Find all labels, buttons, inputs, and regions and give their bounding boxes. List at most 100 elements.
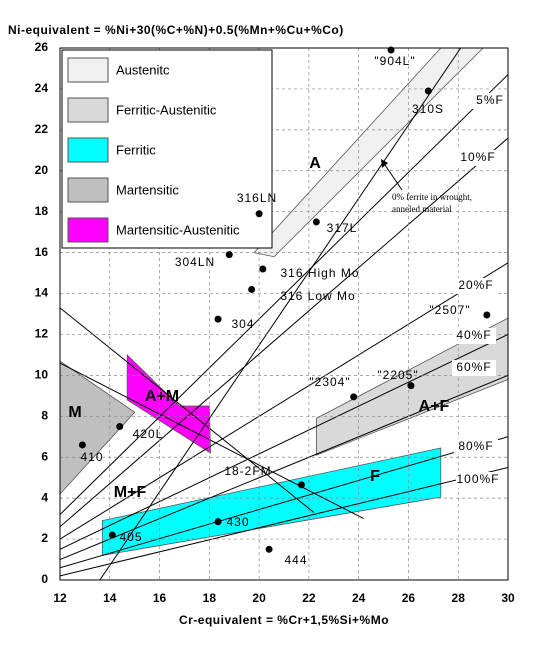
point-label: 18-2FM [224,464,271,478]
ferrite-label: 5%F [476,93,504,107]
data-point [265,545,273,553]
y-tick-label: 4 [41,490,48,504]
phase-label: A [309,155,321,172]
point-label: 430 [226,515,249,529]
point-label: "904L" [374,54,415,68]
point-label: "2507" [429,303,470,317]
data-point [225,251,233,259]
ferrite-line [60,334,508,550]
annotation-arrow [382,161,403,191]
y-tick-label: 26 [35,40,49,54]
x-tick-label: 24 [352,591,366,605]
y-tick-label: 14 [35,286,49,300]
y-tick-label: 22 [35,122,49,136]
x-tick-label: 26 [402,591,416,605]
point-label: "2304" [309,375,350,389]
legend-swatch [67,217,109,243]
arrow-head [381,159,388,168]
point-label: 316LN [237,191,277,205]
annotation: 0% ferrite in wrought, [392,192,472,202]
x-tick-label: 18 [203,591,217,605]
data-point [312,218,320,226]
ferrite-label: 40%F [456,328,491,342]
legend-label: Martensitic [116,182,179,197]
data-point [407,382,415,390]
boundary-line [99,48,462,580]
point-label: 405 [119,530,142,544]
ferrite-line [60,262,508,540]
ferrite-label: 20%F [458,278,493,292]
data-point [248,285,256,293]
y-tick-label: 10 [35,368,49,382]
x-tick-label: 14 [103,591,117,605]
legend-label: Ferritic [116,142,156,157]
legend-label: Martensitic-Austenitic [116,222,240,237]
phase-region [60,360,136,495]
label-bg [456,472,500,488]
ferrite-line [60,436,508,569]
x-tick-label: 12 [53,591,67,605]
ferrite-label: 60%F [456,360,491,374]
data-point [350,393,358,401]
x-tick-label: 22 [302,591,316,605]
phase-label: F [370,468,380,485]
y-tick-label: 16 [35,245,49,259]
label-bg [452,328,496,344]
phase-label: A+M [145,388,179,405]
y-tick-label: 20 [35,163,49,177]
x-axis-title: Cr-equivalent = %Cr+1,5%Si+%Mo [179,613,389,627]
y-tick-label: 2 [41,531,48,545]
data-point [424,87,432,95]
data-point [108,531,116,539]
x-tick-label: 30 [501,591,515,605]
point-label: 410 [80,450,103,464]
data-point [214,315,222,323]
point-label: 316 Low Mo [280,289,355,303]
y-tick-label: 6 [41,449,48,463]
plot-area [60,48,508,580]
legend-swatch [67,137,109,163]
x-tick-label: 20 [252,591,266,605]
point-label: 304LN [175,255,215,269]
label-bg [456,150,500,166]
label-bg [468,93,512,109]
y-axis-title: Ni-equivalent = %Ni+30(%C+%N)+0.5(%Mn+%C… [8,23,344,37]
data-point [255,210,263,218]
y-tick-label: 8 [41,408,48,422]
label-bg [452,360,496,376]
boundary-line [60,362,364,520]
legend-label: Ferritic-Austenitic [116,102,217,117]
phase-label: M+F [114,484,147,501]
point-label: 317L [327,221,358,235]
phase-label: A+F [419,398,450,415]
point-label: 304 [231,317,254,331]
ferrite-line [60,466,508,577]
y-tick-label: 24 [35,81,49,95]
annotation: anneled material [392,204,452,214]
point-label: 420L [133,427,164,441]
ferrite-label: 80%F [458,439,493,453]
x-tick-label: 28 [452,591,466,605]
data-point [214,518,222,526]
ferrite-label: 10%F [460,150,495,164]
data-point [483,311,491,319]
point-label: "2205" [377,368,418,382]
data-point [297,481,305,489]
legend-swatch [67,97,109,123]
y-tick-label: 12 [35,327,49,341]
data-point [116,423,124,431]
x-tick-label: 16 [153,591,167,605]
y-tick-label: 0 [41,572,48,586]
ferrite-line [60,74,508,515]
ferrite-line [60,374,508,561]
plot-frame [59,47,509,581]
label-bg [454,439,498,455]
legend-swatch [67,57,109,83]
phase-region [253,48,484,258]
boundary-line [60,307,315,513]
ferrite-line [60,137,508,528]
data-point [259,265,267,273]
y-tick-label: 18 [35,204,49,218]
data-point [78,441,86,449]
